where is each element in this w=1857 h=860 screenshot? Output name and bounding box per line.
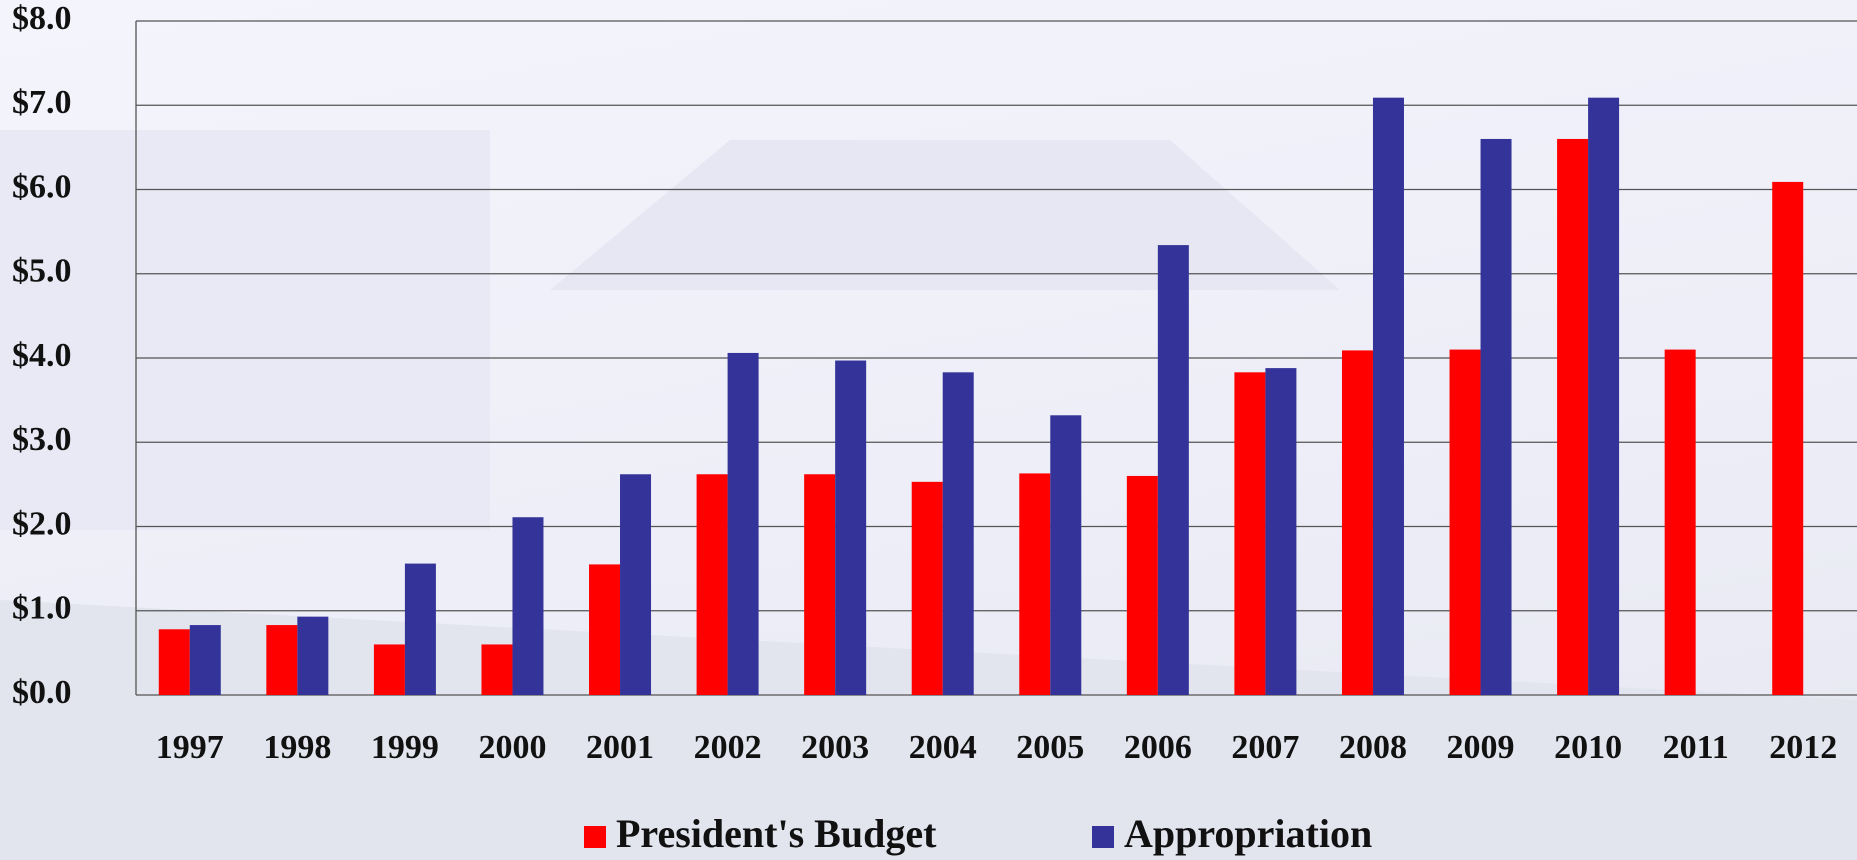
y-tick-label: $5.0: [12, 253, 72, 290]
bar: [620, 474, 651, 695]
legend-label: Appropriation: [1124, 811, 1372, 856]
bar: [728, 353, 759, 695]
x-tick-label: 2006: [1124, 729, 1192, 766]
bar: [1481, 139, 1512, 695]
y-tick-label: $8.0: [12, 0, 72, 37]
legend-swatch: [1092, 826, 1114, 848]
bar: [512, 517, 543, 695]
legend-swatch: [584, 826, 606, 848]
x-tick-label: 2004: [909, 729, 977, 766]
bar: [1019, 473, 1050, 695]
y-tick-label: $4.0: [12, 337, 72, 374]
bar: [1588, 98, 1619, 695]
bar: [1557, 139, 1588, 695]
bar: [1127, 476, 1158, 695]
x-tick-label: 2012: [1769, 729, 1837, 766]
x-tick-label: 2005: [1016, 729, 1084, 766]
bar: [159, 629, 190, 695]
chart: $0.0 $1.0 $2.0 $3.0 $4.0 $5.0 $6.0 $7.0 $8.0 1997…: [0, 0, 1857, 860]
y-tick-label: $6.0: [12, 168, 72, 205]
x-tick-label: 2003: [801, 729, 869, 766]
legend-label: President's Budget: [616, 811, 937, 856]
x-tick-label: 1997: [156, 729, 224, 766]
bar: [1234, 372, 1265, 695]
bar: [481, 644, 512, 695]
bar: [405, 564, 436, 695]
bar: [697, 474, 728, 695]
bar: [1158, 245, 1189, 695]
bar: [835, 361, 866, 695]
x-tick-label: 1998: [263, 729, 331, 766]
bar: [589, 564, 620, 695]
background-shape: [550, 140, 1340, 290]
bar: [297, 617, 328, 695]
bar: [1342, 350, 1373, 695]
y-tick-label: $2.0: [12, 505, 72, 542]
bar: [374, 644, 405, 695]
bar: [912, 482, 943, 695]
x-tick-label: 2000: [478, 729, 546, 766]
x-tick-label: 2002: [694, 729, 762, 766]
x-tick-label: 2009: [1447, 729, 1515, 766]
bar: [804, 474, 835, 695]
x-tick-label: 2010: [1554, 729, 1622, 766]
bar: [266, 625, 297, 695]
bar: [190, 625, 221, 695]
y-tick-label: $7.0: [12, 84, 72, 121]
y-tick-label: $0.0: [12, 674, 72, 711]
x-tick-label: 2008: [1339, 729, 1407, 766]
x-tick-label: 1999: [371, 729, 439, 766]
bar: [1665, 350, 1696, 695]
x-tick-label: 2011: [1663, 729, 1729, 766]
x-tick-label: 2007: [1231, 729, 1299, 766]
bar: [1373, 98, 1404, 695]
bar: [1265, 368, 1296, 695]
bar: [1450, 350, 1481, 695]
bar: [943, 372, 974, 695]
y-tick-label: $1.0: [12, 590, 72, 627]
bar: [1772, 182, 1803, 695]
x-tick-label: 2001: [586, 729, 654, 766]
y-tick-label: $3.0: [12, 421, 72, 458]
bar: [1050, 415, 1081, 695]
